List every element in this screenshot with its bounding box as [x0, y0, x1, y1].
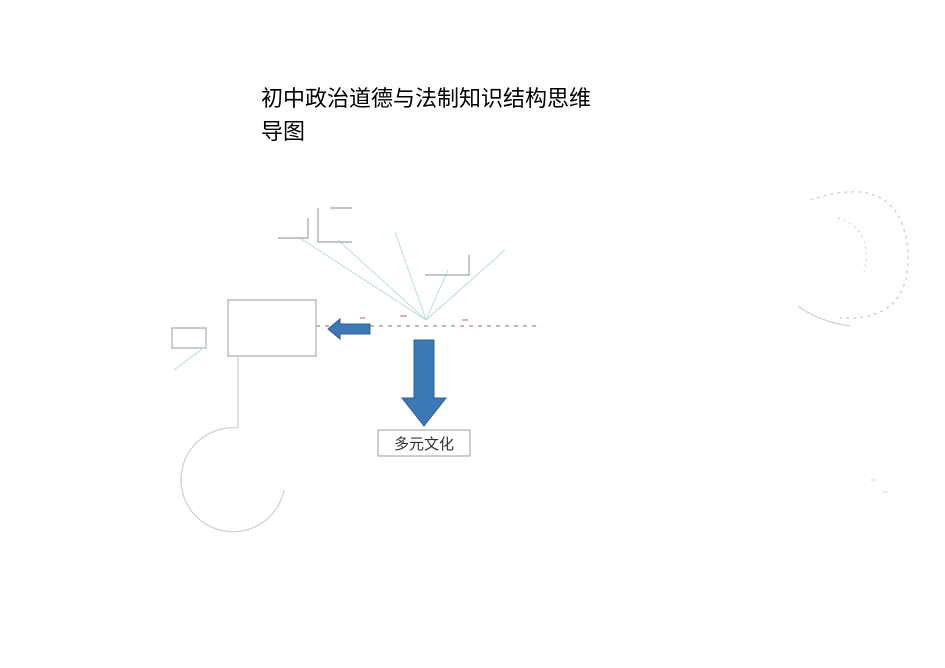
bottom-left-arc	[181, 428, 284, 532]
page-title: 初中政治道德与法制知识结构思维 导图	[261, 82, 591, 148]
convergence-rays	[300, 232, 505, 320]
arrow-left-small	[328, 319, 370, 339]
title-line-1: 初中政治道德与法制知识结构思维	[261, 82, 591, 115]
title-line-2: 导图	[261, 115, 591, 148]
fragment-top-boxes	[278, 208, 469, 275]
right-blob-arc	[810, 192, 908, 318]
fragment-left-big	[228, 300, 316, 356]
target-box-text: 多元文化	[394, 433, 454, 454]
diagram-canvas: 初中政治道德与法制知识结构思维 导图	[0, 0, 945, 668]
arrow-down-big	[402, 340, 446, 426]
fragment-left-small	[172, 328, 206, 348]
target-box-label: 多元文化	[378, 430, 470, 456]
